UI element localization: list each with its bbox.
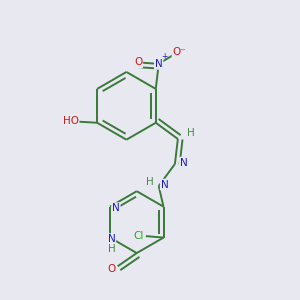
Text: N: N [112, 203, 120, 213]
Text: HO: HO [63, 116, 79, 126]
Text: H: H [108, 244, 115, 254]
Text: N: N [155, 59, 163, 69]
Text: H: H [187, 128, 195, 138]
Text: O: O [134, 57, 142, 68]
Text: N: N [180, 158, 188, 167]
Text: +: + [161, 52, 168, 61]
Text: O⁻: O⁻ [172, 47, 186, 57]
Text: N: N [108, 234, 115, 244]
Text: N: N [161, 180, 169, 190]
Text: H: H [146, 177, 154, 187]
Text: O: O [108, 264, 116, 274]
Text: Cl: Cl [133, 231, 144, 241]
